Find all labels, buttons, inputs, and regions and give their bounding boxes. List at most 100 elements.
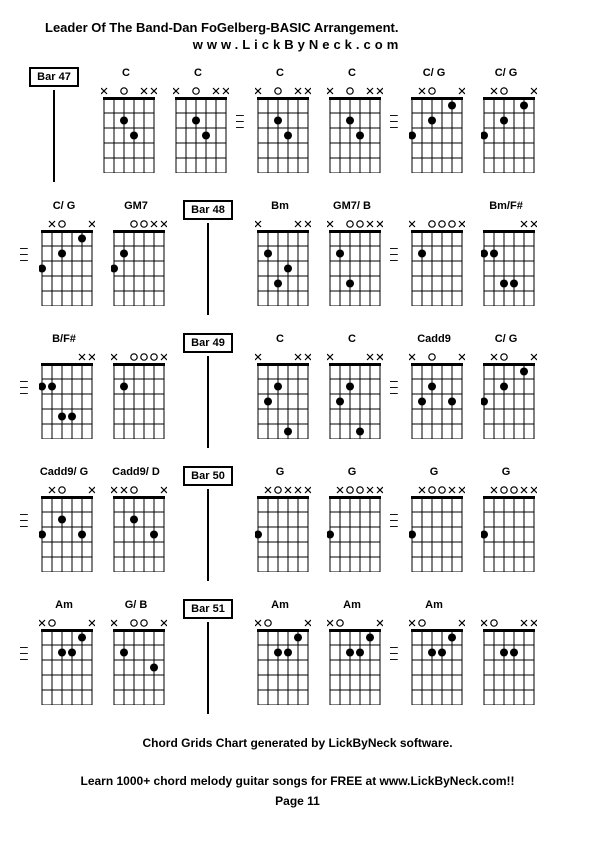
fretboard (481, 217, 531, 307)
bar-line (53, 90, 55, 182)
chord-name: Cadd9/ G (40, 466, 88, 480)
chord-diagram (400, 200, 468, 307)
fretboard (409, 616, 459, 706)
chord-name: Am (271, 599, 289, 613)
chord-diagram: C (164, 67, 232, 174)
chord-diagram: C (246, 67, 314, 174)
chord-name: C (194, 67, 202, 81)
chord-name: C/ G (53, 200, 76, 214)
beat-separator: ––– (20, 333, 26, 438)
fretboard (39, 483, 89, 573)
chord-name: Bm/F# (489, 200, 523, 214)
chord-diagram: Bm/F# (472, 200, 540, 307)
fretboard (327, 616, 377, 706)
chord-name: C (348, 333, 356, 347)
chord-diagram: C (318, 333, 386, 440)
chord-diagram: G (246, 466, 314, 573)
fretboard (481, 483, 531, 573)
chord-name: C (122, 67, 130, 81)
chord-diagram: G (318, 466, 386, 573)
chord-name: GM7/ B (333, 200, 371, 214)
chord-diagram: Bm (246, 200, 314, 307)
fretboard (111, 483, 161, 573)
bar-line (207, 356, 209, 448)
fretboard (327, 84, 377, 174)
chord-diagram: Am (318, 599, 386, 706)
beat-separator: ––– (390, 599, 396, 704)
chord-name: GM7 (124, 200, 148, 214)
fretboard (327, 217, 377, 307)
fretboard (111, 217, 161, 307)
chord-name: G (276, 466, 285, 480)
beat-separator: ––– (390, 67, 396, 172)
footer-line-2: Learn 1000+ chord melody guitar songs fo… (20, 772, 575, 790)
chord-grid: Bar 47CC–––CC–––C/ GC/ G–––C/ GGM7Bar 48… (20, 67, 575, 714)
page-title: Leader Of The Band-Dan FoGelberg-BASIC A… (45, 20, 575, 35)
chord-name: C/ G (495, 333, 518, 347)
bar-line (207, 223, 209, 315)
fretboard (481, 350, 531, 440)
chord-name: Cadd9/ D (112, 466, 160, 480)
chord-name: G (348, 466, 357, 480)
chord-diagram: G (400, 466, 468, 573)
chord-diagram: Cadd9 (400, 333, 468, 440)
chord-diagram: C/ G (30, 200, 98, 307)
bar-divider: Bar 48 (174, 200, 242, 315)
chord-diagram: C (92, 67, 160, 174)
fretboard (481, 616, 531, 706)
chord-name: Am (55, 599, 73, 613)
chord-name: B/F# (52, 333, 76, 347)
bar-divider: Bar 49 (174, 333, 242, 448)
fretboard (409, 217, 459, 307)
fretboard (409, 350, 459, 440)
bar-line (207, 622, 209, 714)
bar-divider: Bar 50 (174, 466, 242, 581)
bar-label: Bar 50 (183, 466, 233, 486)
page-number: Page 11 (20, 794, 575, 808)
bar-label: Bar 49 (183, 333, 233, 353)
fretboard (39, 217, 89, 307)
fretboard (255, 217, 305, 307)
chord-row: –––B/F#Bar 49CC–––Cadd9C/ G (20, 333, 575, 448)
page-subtitle: www.LickByNeck.com (20, 37, 575, 52)
beat-separator: ––– (20, 200, 26, 305)
chord-diagram: Cadd9/ D (102, 466, 170, 573)
chord-name: C/ G (423, 67, 446, 81)
fretboard (101, 84, 151, 174)
chord-row: –––Cadd9/ GCadd9/ DBar 50GG–––GG (20, 466, 575, 581)
fretboard (255, 350, 305, 440)
fretboard (255, 84, 305, 174)
chord-diagram: C (318, 67, 386, 174)
chord-diagram: C/ G (472, 333, 540, 440)
chord-name: C (276, 333, 284, 347)
chord-diagram: C (246, 333, 314, 440)
chord-diagram: G (472, 466, 540, 573)
beat-separator: ––– (390, 466, 396, 571)
fretboard (327, 483, 377, 573)
chord-diagram: B/F# (30, 333, 98, 440)
beat-separator: ––– (390, 200, 396, 305)
chord-row: ––– Am G/ B Bar 51 Am Am ––– Am (20, 599, 575, 714)
chord-diagram: C/ G (472, 67, 540, 174)
chord-name: C (276, 67, 284, 81)
fretboard (111, 350, 161, 440)
chord-name: G (430, 466, 439, 480)
chord-name: G/ B (125, 599, 148, 613)
chord-diagram: Am (246, 599, 314, 706)
chord-name: Bm (271, 200, 289, 214)
fretboard (111, 616, 161, 706)
chord-diagram: Am (30, 599, 98, 706)
bar-divider: Bar 51 (174, 599, 242, 714)
footer-line-1: Chord Grids Chart generated by LickByNec… (20, 734, 575, 752)
beat-separator: ––– (20, 599, 26, 704)
fretboard (255, 616, 305, 706)
fretboard (39, 350, 89, 440)
chord-diagram: G/ B (102, 599, 170, 706)
fretboard (327, 350, 377, 440)
chord-diagram: Cadd9/ G (30, 466, 98, 573)
bar-line (207, 489, 209, 581)
chord-diagram: GM7/ B (318, 200, 386, 307)
chord-name: C/ G (495, 67, 518, 81)
chord-name: Am (425, 599, 443, 613)
chord-diagram: C/ G (400, 67, 468, 174)
